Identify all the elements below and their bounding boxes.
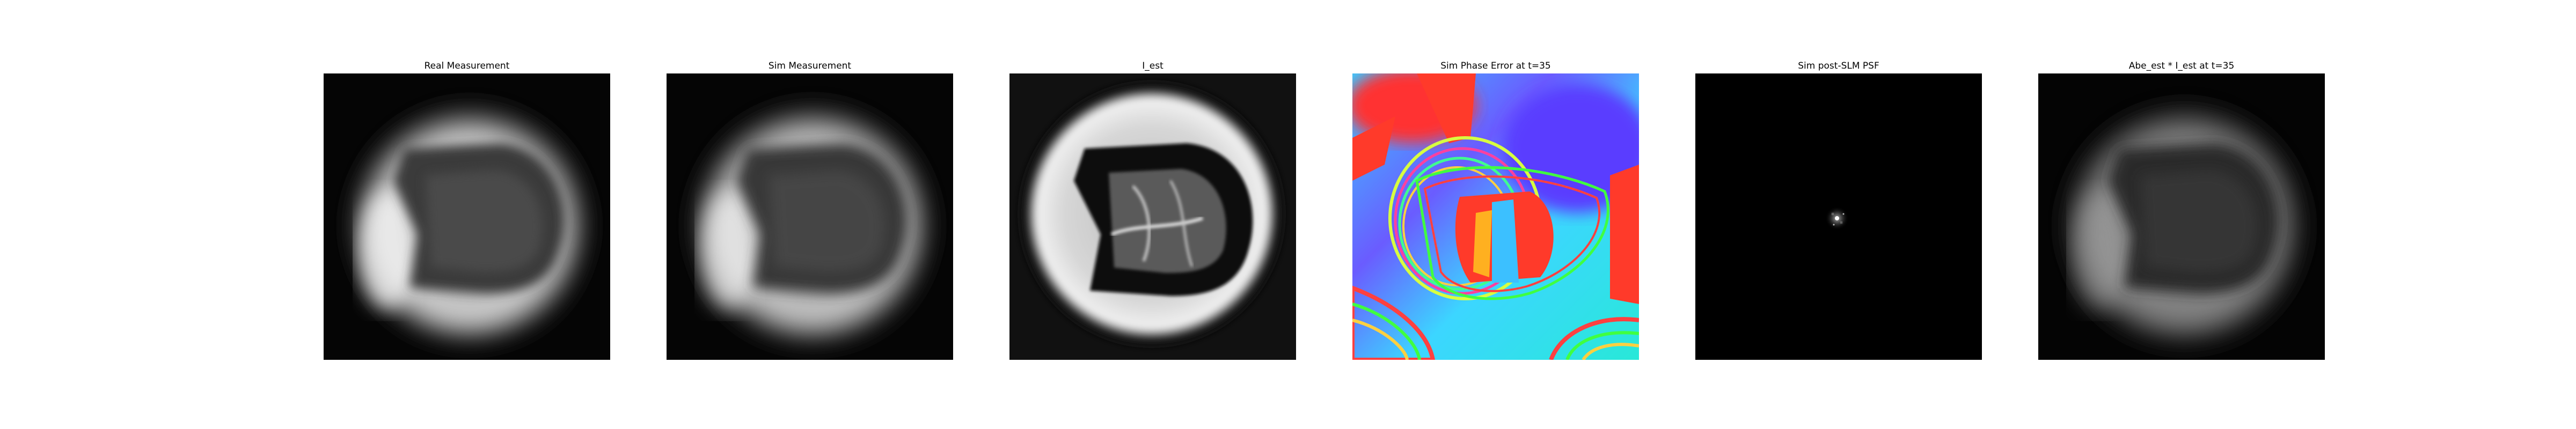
panel-title-i-est: I_est (1142, 61, 1163, 71)
real-measurement-image (324, 73, 610, 360)
sim-phase-error-image (1352, 73, 1639, 360)
panel-title-sim-post-slm-psf: Sim post-SLM PSF (1798, 61, 1879, 71)
sim-post-slm-psf-image (1695, 73, 1982, 360)
panel-title-sim-measurement: Sim Measurement (768, 61, 852, 71)
panel-title-abe-est-i-est: Abe_est * I_est at t=35 (2128, 61, 2235, 71)
sim-measurement-image (667, 73, 953, 360)
i-est-image (1009, 73, 1296, 360)
panel-title-real-measurement: Real Measurement (424, 61, 510, 71)
panel-title-sim-phase-error: Sim Phase Error at t=35 (1440, 61, 1551, 71)
abe-est-i-est-image (2038, 73, 2325, 360)
